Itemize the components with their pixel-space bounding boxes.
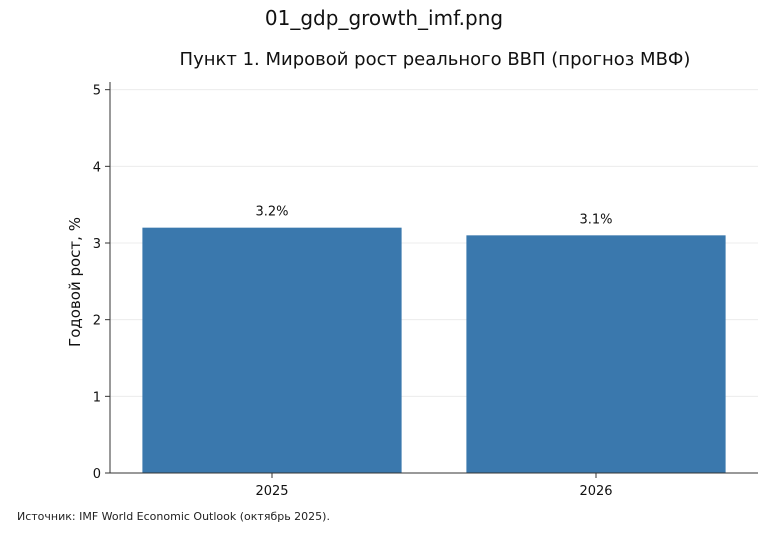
chart-title: Пункт 1. Мировой рост реального ВВП (про… xyxy=(180,49,691,70)
bar-2026 xyxy=(466,235,726,473)
x-tick-label: 2025 xyxy=(255,484,288,499)
y-tick-label: 0 xyxy=(93,467,101,482)
y-axis-label: Годовой рост, % xyxy=(66,217,84,347)
axes: 0 1 2 3 4 5 2025 2026 xyxy=(93,82,758,499)
data-label: 3.2% xyxy=(255,205,288,220)
y-tick-label: 5 xyxy=(93,84,101,99)
bars xyxy=(142,227,726,473)
y-tick-label: 1 xyxy=(93,390,101,405)
source-note: Источник: IMF World Economic Outlook (ок… xyxy=(17,510,330,523)
y-tick-label: 2 xyxy=(93,314,101,329)
file-name-heading: 01_gdp_growth_imf.png xyxy=(264,6,504,30)
x-tick-label: 2026 xyxy=(579,484,612,499)
data-labels: 3.2% 3.1% xyxy=(255,205,612,228)
data-label: 3.1% xyxy=(579,212,612,227)
y-tick-label: 4 xyxy=(93,160,101,175)
bar-2025 xyxy=(142,227,402,473)
y-tick-label: 3 xyxy=(93,237,101,252)
